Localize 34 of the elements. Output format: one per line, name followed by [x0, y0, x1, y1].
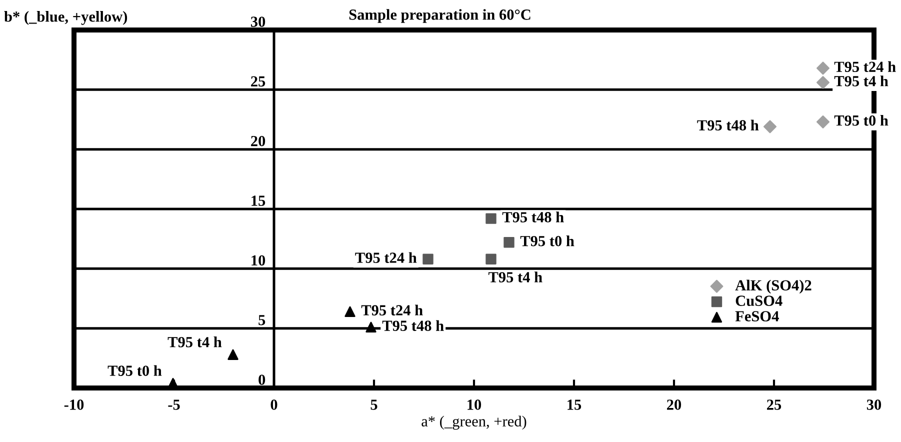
annotation: T95 t4 h [488, 272, 542, 282]
x-axis-title: a* (_green, +red) [422, 416, 526, 430]
annotation: T95 t24 h [361, 304, 423, 316]
annotation: T95 t48 h [697, 120, 759, 130]
y-tick-label: 20 [251, 136, 266, 146]
annotation: T95 t4 h [168, 336, 222, 348]
annotation: T95 t48 h [382, 320, 444, 331]
y-axis-title: b* (_blue, +yellow) [4, 11, 128, 25]
x-tick-label: -10 [64, 400, 84, 410]
annotation: T95 t0 h [108, 365, 162, 376]
y-tick-label: 30 [250, 16, 266, 27]
y-tick-label: 0 [258, 374, 266, 385]
x-tick-label: 10 [468, 400, 482, 410]
annotation: T95 t48 h [502, 212, 564, 222]
legend-label: CuSO4 [736, 296, 782, 306]
annotation: T95 t24 h [355, 252, 417, 263]
y-tick-label: 5 [258, 315, 266, 326]
annotation: T95 t4 h [834, 76, 888, 86]
annotation: T95 t0 h [834, 114, 888, 126]
y-tick-label: 15 [252, 196, 266, 206]
chart-title: Sample preparation in 60°C [349, 9, 530, 23]
annotation: T95 t0 h [520, 235, 574, 246]
x-tick-label: 5 [370, 400, 378, 410]
x-tick-label: -5 [168, 400, 180, 410]
x-tick-label: 30 [866, 400, 882, 410]
y-tick-label: 10 [252, 255, 266, 266]
x-tick-label: 25 [767, 400, 782, 410]
annotation: T95 t24 h [834, 61, 896, 72]
legend-label: AlK (SO4)2 [735, 280, 812, 294]
x-tick-label: 20 [667, 400, 682, 410]
x-tick-label: 0 [270, 400, 278, 410]
y-tick-label: 25 [251, 76, 266, 87]
x-tick-label: 15 [568, 400, 582, 410]
legend-label: FeSO4 [735, 311, 779, 322]
